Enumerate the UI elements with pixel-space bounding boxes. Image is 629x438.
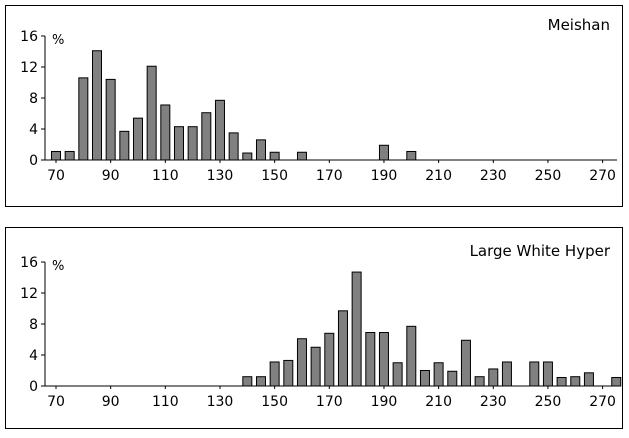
- bar: [64, 150, 75, 161]
- y-ticks: 0 4 8 12 16: [20, 29, 45, 169]
- y-ticks: 0 4 8 12 16: [20, 255, 45, 395]
- bar: [269, 151, 280, 161]
- bar: [119, 130, 130, 161]
- x-tick-label: 210: [425, 394, 452, 410]
- x-tick-label: 250: [535, 168, 562, 184]
- bar: [351, 271, 362, 387]
- chart-title: Large White Hyper: [470, 242, 611, 260]
- panel-large-white-hyper: Large White Hyper % 70 90 110 130 150 170 190 2…: [5, 227, 623, 429]
- bar: [501, 361, 512, 387]
- y-tick-label: 4: [29, 122, 38, 138]
- y-tick-label: 16: [20, 29, 38, 45]
- y-tick-label: 0: [29, 379, 38, 395]
- bars: [242, 271, 622, 387]
- y-tick-label: 16: [20, 255, 38, 271]
- bar: [242, 152, 253, 161]
- bar: [132, 117, 143, 161]
- y-tick-label: 4: [29, 348, 38, 364]
- bar: [92, 50, 102, 161]
- bar: [255, 376, 266, 387]
- x-tick-label: 70: [47, 168, 65, 184]
- x-tick-label: 190: [371, 168, 398, 184]
- bar: [296, 151, 307, 161]
- y-tick-label: 0: [29, 153, 38, 169]
- bar: [583, 372, 594, 387]
- x-tick-label: 230: [480, 168, 507, 184]
- bar: [242, 376, 253, 387]
- bar: [556, 376, 567, 387]
- bar: [406, 150, 417, 161]
- bar: [419, 370, 430, 387]
- bar: [146, 65, 157, 161]
- bar: [255, 139, 266, 161]
- bar: [611, 376, 622, 387]
- bar: [488, 368, 499, 387]
- bar: [337, 310, 348, 387]
- bar: [78, 77, 89, 161]
- bar: [228, 132, 239, 161]
- bar: [542, 361, 553, 387]
- x-tick-label: 130: [207, 394, 234, 410]
- x-tick-label: 110: [152, 394, 179, 410]
- bar: [310, 346, 321, 387]
- bar: [324, 332, 335, 387]
- x-tick-label: 150: [261, 168, 288, 184]
- x-tick-label: 270: [589, 394, 616, 410]
- bar: [160, 104, 171, 161]
- bar: [378, 332, 389, 387]
- x-tick-label: 250: [535, 394, 562, 410]
- bar: [447, 370, 458, 387]
- y-tick-label: 8: [29, 317, 38, 333]
- x-tick-label: 170: [316, 394, 343, 410]
- bar: [214, 99, 225, 161]
- bar: [51, 150, 61, 161]
- x-tick-label: 190: [371, 394, 398, 410]
- x-tick-label: 90: [102, 168, 120, 184]
- x-tick-label: 230: [480, 394, 507, 410]
- x-tick-label: 70: [47, 394, 65, 410]
- bar: [296, 338, 307, 387]
- bar: [187, 126, 198, 161]
- y-tick-label: 12: [20, 286, 38, 302]
- x-tick-label: 270: [589, 168, 616, 184]
- bar: [529, 361, 540, 387]
- bar: [433, 362, 444, 387]
- x-tick-label: 210: [425, 168, 452, 184]
- chart-title: Meishan: [548, 16, 610, 34]
- bar: [378, 144, 389, 161]
- bar: [460, 339, 471, 387]
- bar: [570, 376, 581, 387]
- bars: [51, 50, 417, 161]
- bar: [269, 361, 280, 387]
- bar: [406, 325, 417, 387]
- y-tick-label: 8: [29, 91, 38, 107]
- x-ticks: 70 90 110 130 150 170 190 210 230 250 270: [47, 160, 616, 184]
- bar: [283, 359, 294, 387]
- bar: [201, 112, 212, 161]
- x-ticks: 70 90 110 130 150 170 190 210 230 250 270: [47, 386, 616, 410]
- y-axis-unit: %: [52, 33, 64, 48]
- bar: [173, 126, 184, 161]
- y-axis-unit: %: [52, 259, 64, 274]
- x-tick-label: 150: [261, 394, 288, 410]
- bar: [392, 362, 403, 387]
- bar: [105, 78, 116, 161]
- x-tick-label: 90: [102, 394, 120, 410]
- panel-frame: [5, 227, 623, 429]
- x-tick-label: 170: [316, 168, 343, 184]
- x-tick-label: 130: [207, 168, 234, 184]
- x-tick-label: 110: [152, 168, 179, 184]
- bar: [365, 332, 376, 387]
- y-tick-label: 12: [20, 60, 38, 76]
- bar: [474, 376, 485, 387]
- panel-meishan: Meishan % 70 90 110 130 150 170 190 210 230 250 27…: [5, 5, 623, 207]
